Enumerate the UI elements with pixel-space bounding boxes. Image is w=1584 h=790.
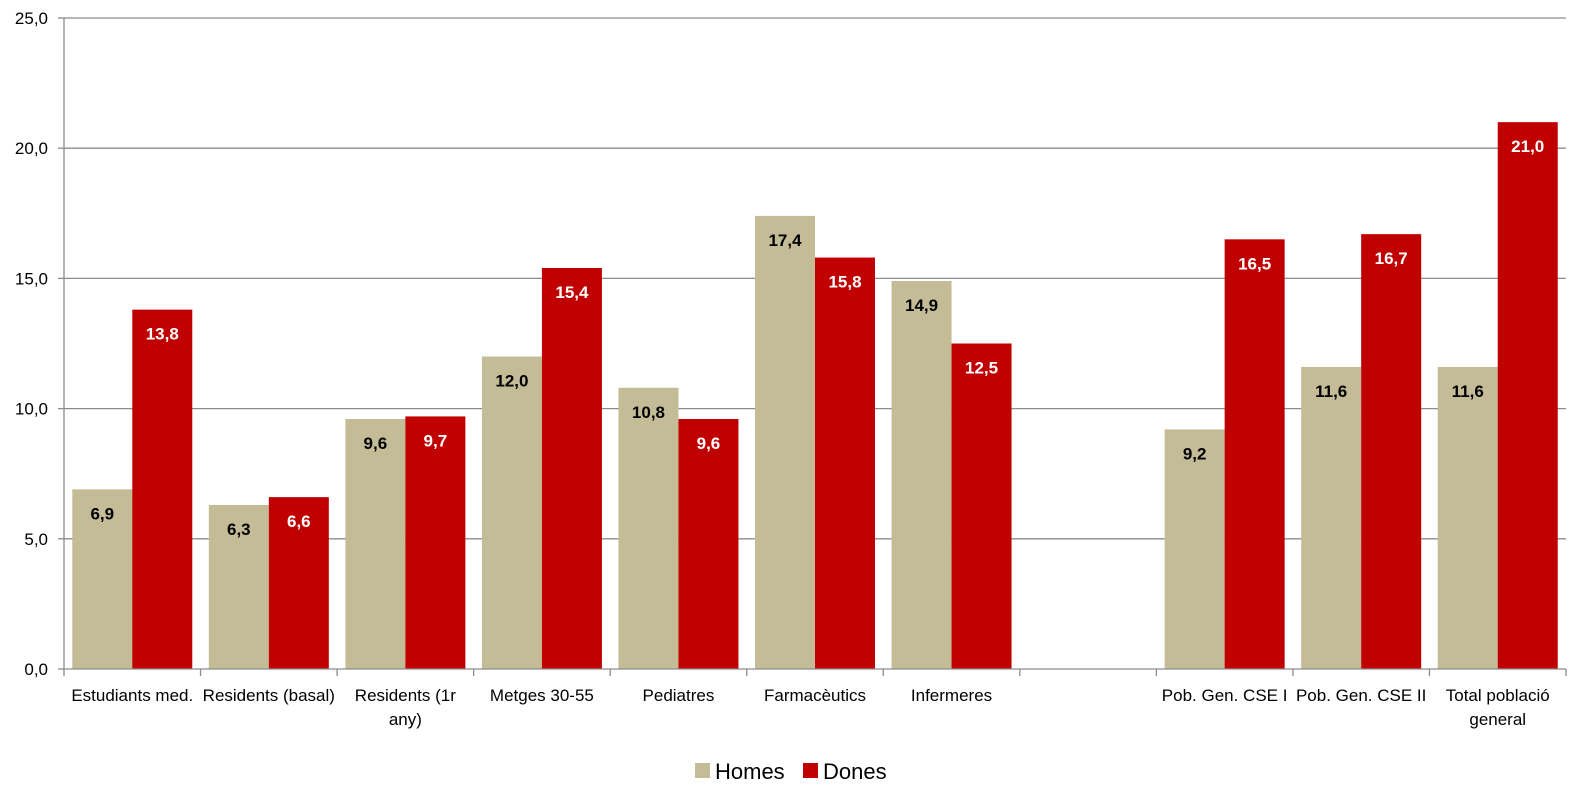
- bar-dones: [951, 343, 1012, 669]
- x-category-label: Residents (1r: [355, 686, 456, 705]
- data-label: 9,2: [1183, 444, 1207, 463]
- legend: Homes Dones: [695, 759, 887, 784]
- bar-dones: [678, 419, 739, 669]
- axes: [58, 17, 1567, 676]
- data-label: 11,6: [1452, 382, 1484, 401]
- y-tick-label: 5,0: [24, 530, 48, 549]
- x-category-label: Infermeres: [911, 686, 992, 705]
- x-category-label: Pob. Gen. CSE I: [1162, 686, 1288, 705]
- y-tick-labels: 0,0 5,0 10,0 15,0 20,0 25,0: [15, 9, 48, 679]
- legend-swatch-dones: [803, 763, 818, 778]
- bar-homes: [345, 419, 406, 669]
- data-label: 9,6: [697, 434, 721, 453]
- bar-homes: [891, 281, 952, 669]
- data-label: 16,7: [1375, 249, 1408, 268]
- data-label: 17,4: [768, 231, 802, 250]
- legend-label-dones: Dones: [823, 759, 887, 784]
- bar-dones: [132, 309, 193, 669]
- x-category-label: Pediatres: [643, 686, 715, 705]
- x-category-label: Total població: [1446, 686, 1550, 705]
- bar-dones: [1224, 239, 1285, 669]
- bars: [72, 122, 1558, 670]
- data-label: 6,3: [227, 520, 251, 539]
- bar-homes: [1301, 366, 1362, 669]
- data-label: 9,7: [424, 431, 448, 450]
- data-label: 15,8: [828, 273, 861, 292]
- y-tick-label: 0,0: [24, 660, 48, 679]
- legend-swatch-homes: [695, 763, 710, 778]
- data-label: 11,6: [1315, 382, 1347, 401]
- data-label: 13,8: [146, 325, 179, 344]
- data-label: 6,6: [287, 512, 311, 531]
- bar-dones: [1361, 234, 1422, 669]
- bar-homes: [72, 489, 133, 669]
- bar-dones: [815, 257, 875, 669]
- data-labels: 6,9 6,3 9,6 12,0 10,8 17,4 14,9 9,2 11,6 11,6 13,8…: [90, 137, 1544, 539]
- x-category-label: Pob. Gen. CSE II: [1296, 686, 1426, 705]
- data-label: 6,9: [90, 504, 114, 523]
- bar-dones: [541, 267, 602, 669]
- bar-homes: [1437, 366, 1498, 669]
- bar-dones: [405, 416, 466, 669]
- bar-homes: [618, 387, 679, 669]
- bar-dones: [1497, 122, 1558, 669]
- data-label: 21,0: [1511, 137, 1544, 156]
- legend-label-homes: Homes: [715, 759, 785, 784]
- y-tick-label: 25,0: [15, 9, 48, 28]
- data-label: 9,6: [364, 434, 388, 453]
- y-tick-label: 20,0: [15, 139, 48, 158]
- data-label: 14,9: [905, 296, 938, 315]
- x-category-label: Residents (basal): [203, 686, 335, 705]
- data-label: 12,0: [495, 372, 528, 391]
- x-category-label: any): [389, 710, 422, 729]
- x-category-label: general: [1469, 710, 1526, 729]
- x-category-labels: Estudiants med. Residents (basal) Resident…: [71, 686, 1549, 729]
- y-tick-label: 10,0: [15, 400, 48, 419]
- data-label: 10,8: [632, 403, 665, 422]
- bar-homes: [208, 504, 269, 669]
- bar-homes: [755, 215, 815, 670]
- data-label: 15,4: [555, 283, 589, 302]
- x-category-label: Metges 30-55: [490, 686, 594, 705]
- bar-homes: [1164, 429, 1225, 669]
- data-label: 12,5: [965, 359, 998, 378]
- y-tick-label: 15,0: [15, 269, 48, 288]
- x-category-label: Estudiants med.: [71, 686, 193, 705]
- data-label: 16,5: [1238, 254, 1271, 273]
- bar-dones: [268, 497, 329, 669]
- bar-homes: [481, 356, 542, 669]
- x-category-label: Farmacèutics: [764, 686, 866, 705]
